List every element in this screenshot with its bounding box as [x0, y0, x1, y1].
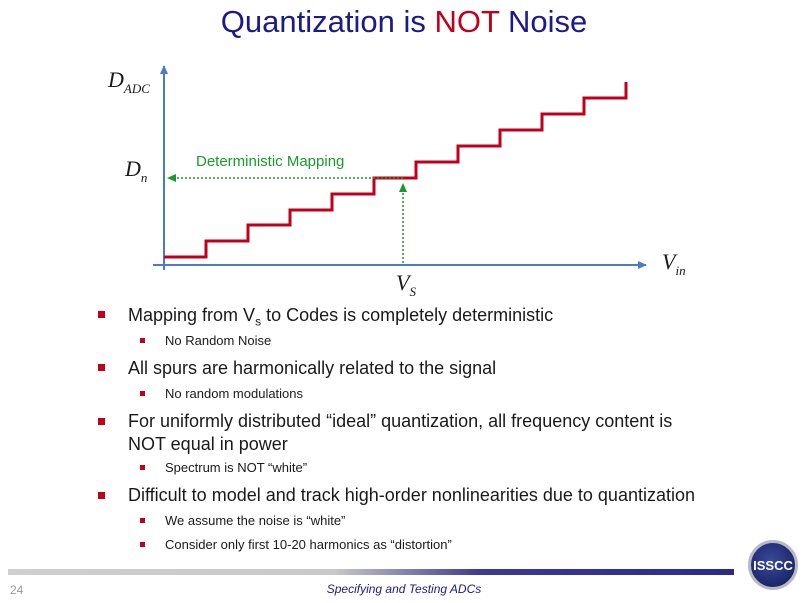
- mapping-label: Deterministic Mapping: [196, 153, 344, 170]
- bullet-2: All spurs are harmonically related to th…: [128, 358, 497, 378]
- sub-bullet-marker: [140, 338, 145, 343]
- sub-bullet-2-1: No random modulations: [165, 386, 304, 401]
- sub-bullet-marker: [140, 542, 145, 547]
- isscc-logo: ISSCC: [748, 540, 798, 590]
- sub-bullet-1-1: No Random Noise: [165, 333, 272, 348]
- slide-title: Quantization is NOT Noise: [0, 4, 808, 40]
- sub-bullet-4-1: We assume the noise is “white”: [165, 513, 346, 528]
- title-text: Quantization is: [220, 4, 435, 39]
- quantizer-staircase: [164, 82, 628, 259]
- bullet-1: Mapping from Vs to Codes is completely d…: [128, 305, 554, 329]
- bullet-marker: [98, 492, 105, 499]
- bullet-4: Difficult to model and track high-order …: [128, 485, 695, 505]
- bullet-marker: [98, 418, 105, 425]
- bullet-marker: [98, 311, 105, 318]
- vs-label: VS: [396, 270, 416, 299]
- sub-bullet-marker: [140, 391, 145, 396]
- footer-bar: [8, 569, 734, 575]
- bullet-3-line2: NOT equal in power: [128, 434, 288, 454]
- x-axis-label: Vin: [662, 249, 686, 278]
- bullet-3-line1: For uniformly distributed “ideal” quanti…: [128, 411, 673, 431]
- y-axis-label: DADC: [107, 67, 150, 96]
- sub-bullet-marker: [140, 465, 145, 470]
- title-highlight: NOT: [434, 4, 500, 39]
- sub-bullet-4-2: Consider only first 10-20 harmonics as “…: [165, 537, 452, 552]
- page-number: 24: [10, 583, 24, 597]
- sub-bullet-3-1: Spectrum is NOT “white”: [165, 460, 308, 475]
- dn-label: Dn: [124, 156, 147, 185]
- sub-bullet-marker: [140, 518, 145, 523]
- bullet-marker: [98, 364, 105, 371]
- title-text-end: Noise: [499, 4, 588, 39]
- footer-title: Specifying and Testing ADCs: [326, 582, 482, 596]
